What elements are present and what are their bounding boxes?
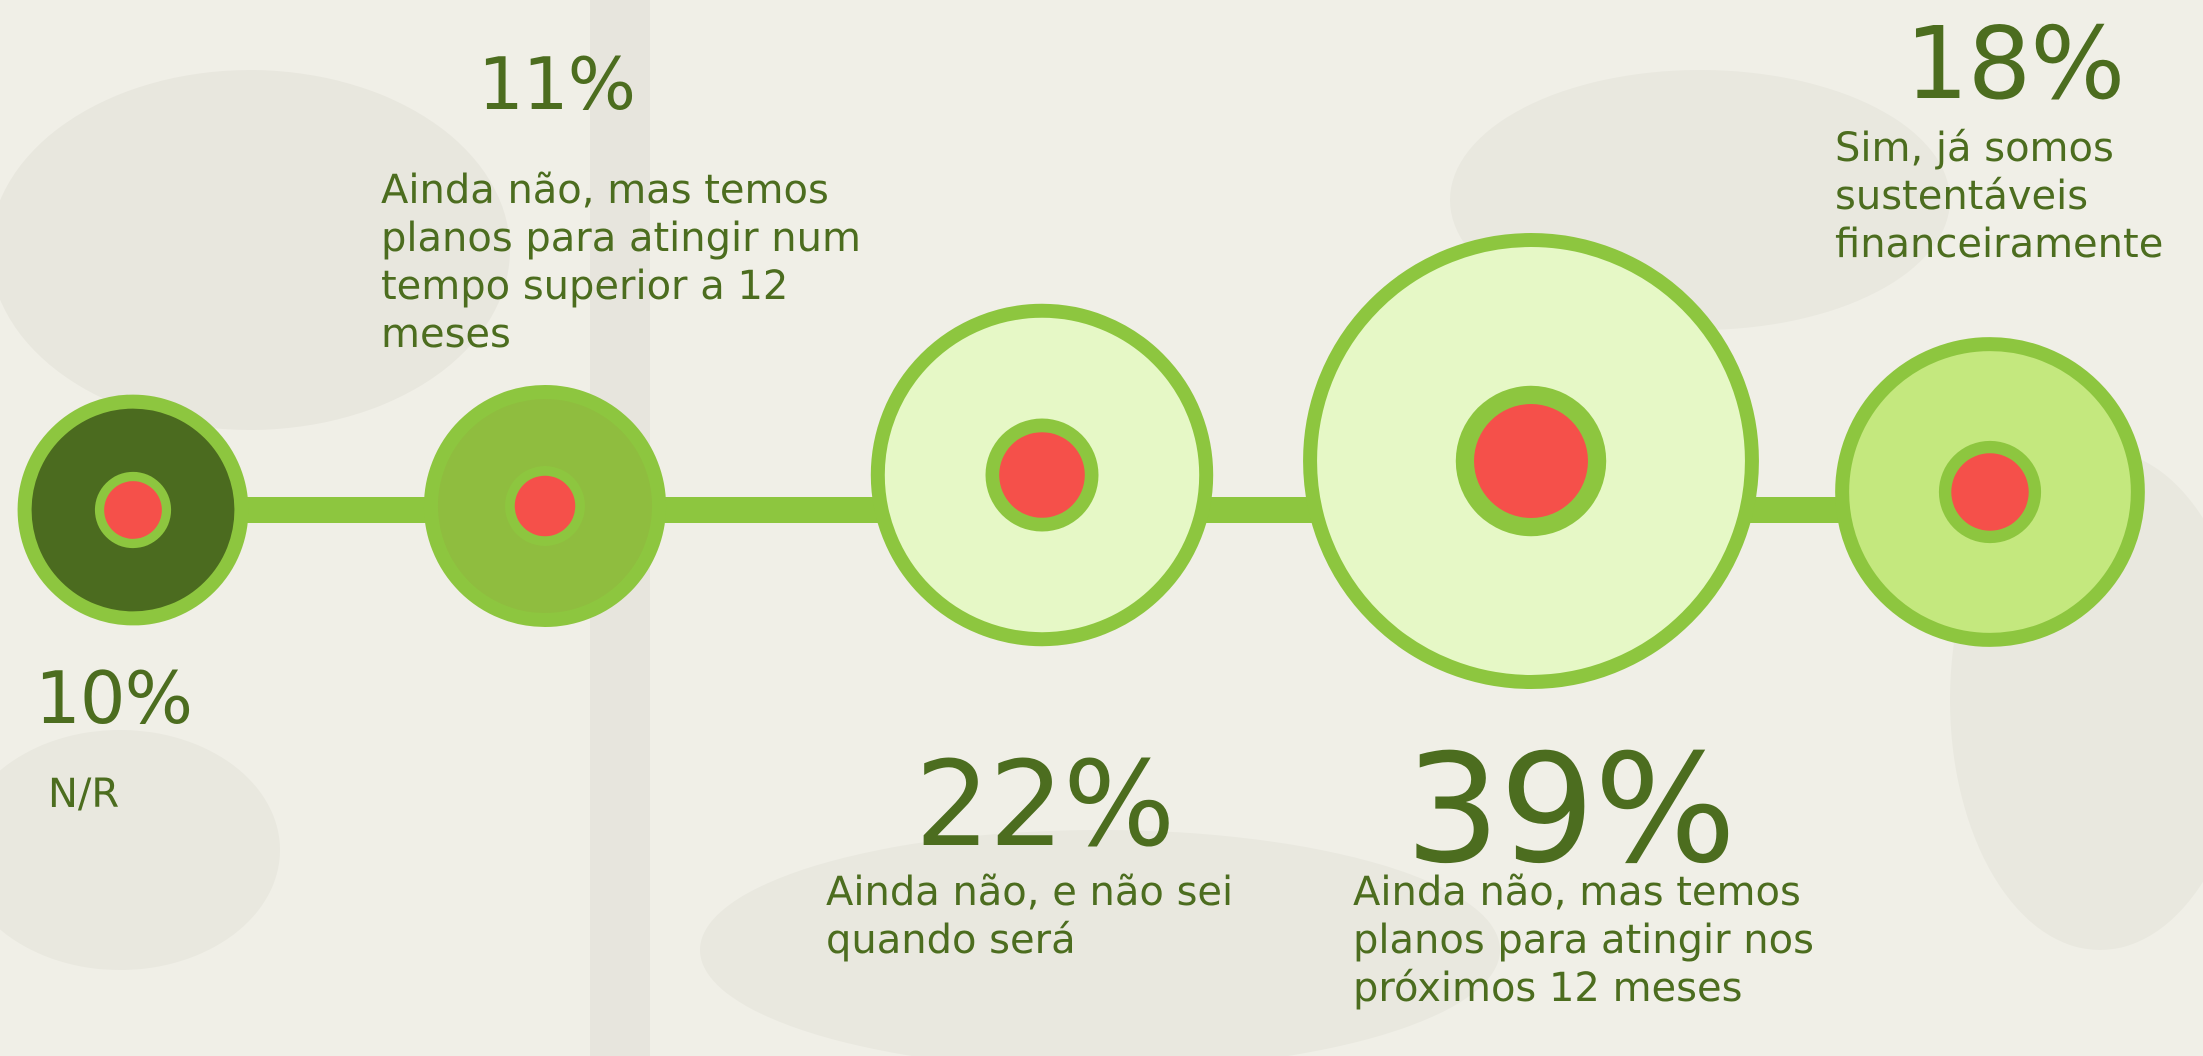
category-label: Ainda não, mas temos planos para atingir… [1353,869,1814,1011]
value-label: 11% [478,42,636,126]
center-dot [999,432,1085,518]
center-dot [1951,453,2029,531]
center-dot [104,481,162,539]
center-dot [514,475,576,537]
value-label: 39% [1405,723,1736,897]
category-label: Sim, já somos sustentáveis financeiramen… [1835,125,2164,267]
value-label: 18% [1905,5,2125,122]
value-label: 22% [915,735,1175,873]
center-dot [1474,404,1588,518]
value-label: 10% [35,656,193,740]
category-label: N/R [48,771,120,817]
category-label: Ainda não, e não sei quando será [826,869,1234,963]
category-label: Ainda não, mas temos planos para atingir… [381,167,861,357]
